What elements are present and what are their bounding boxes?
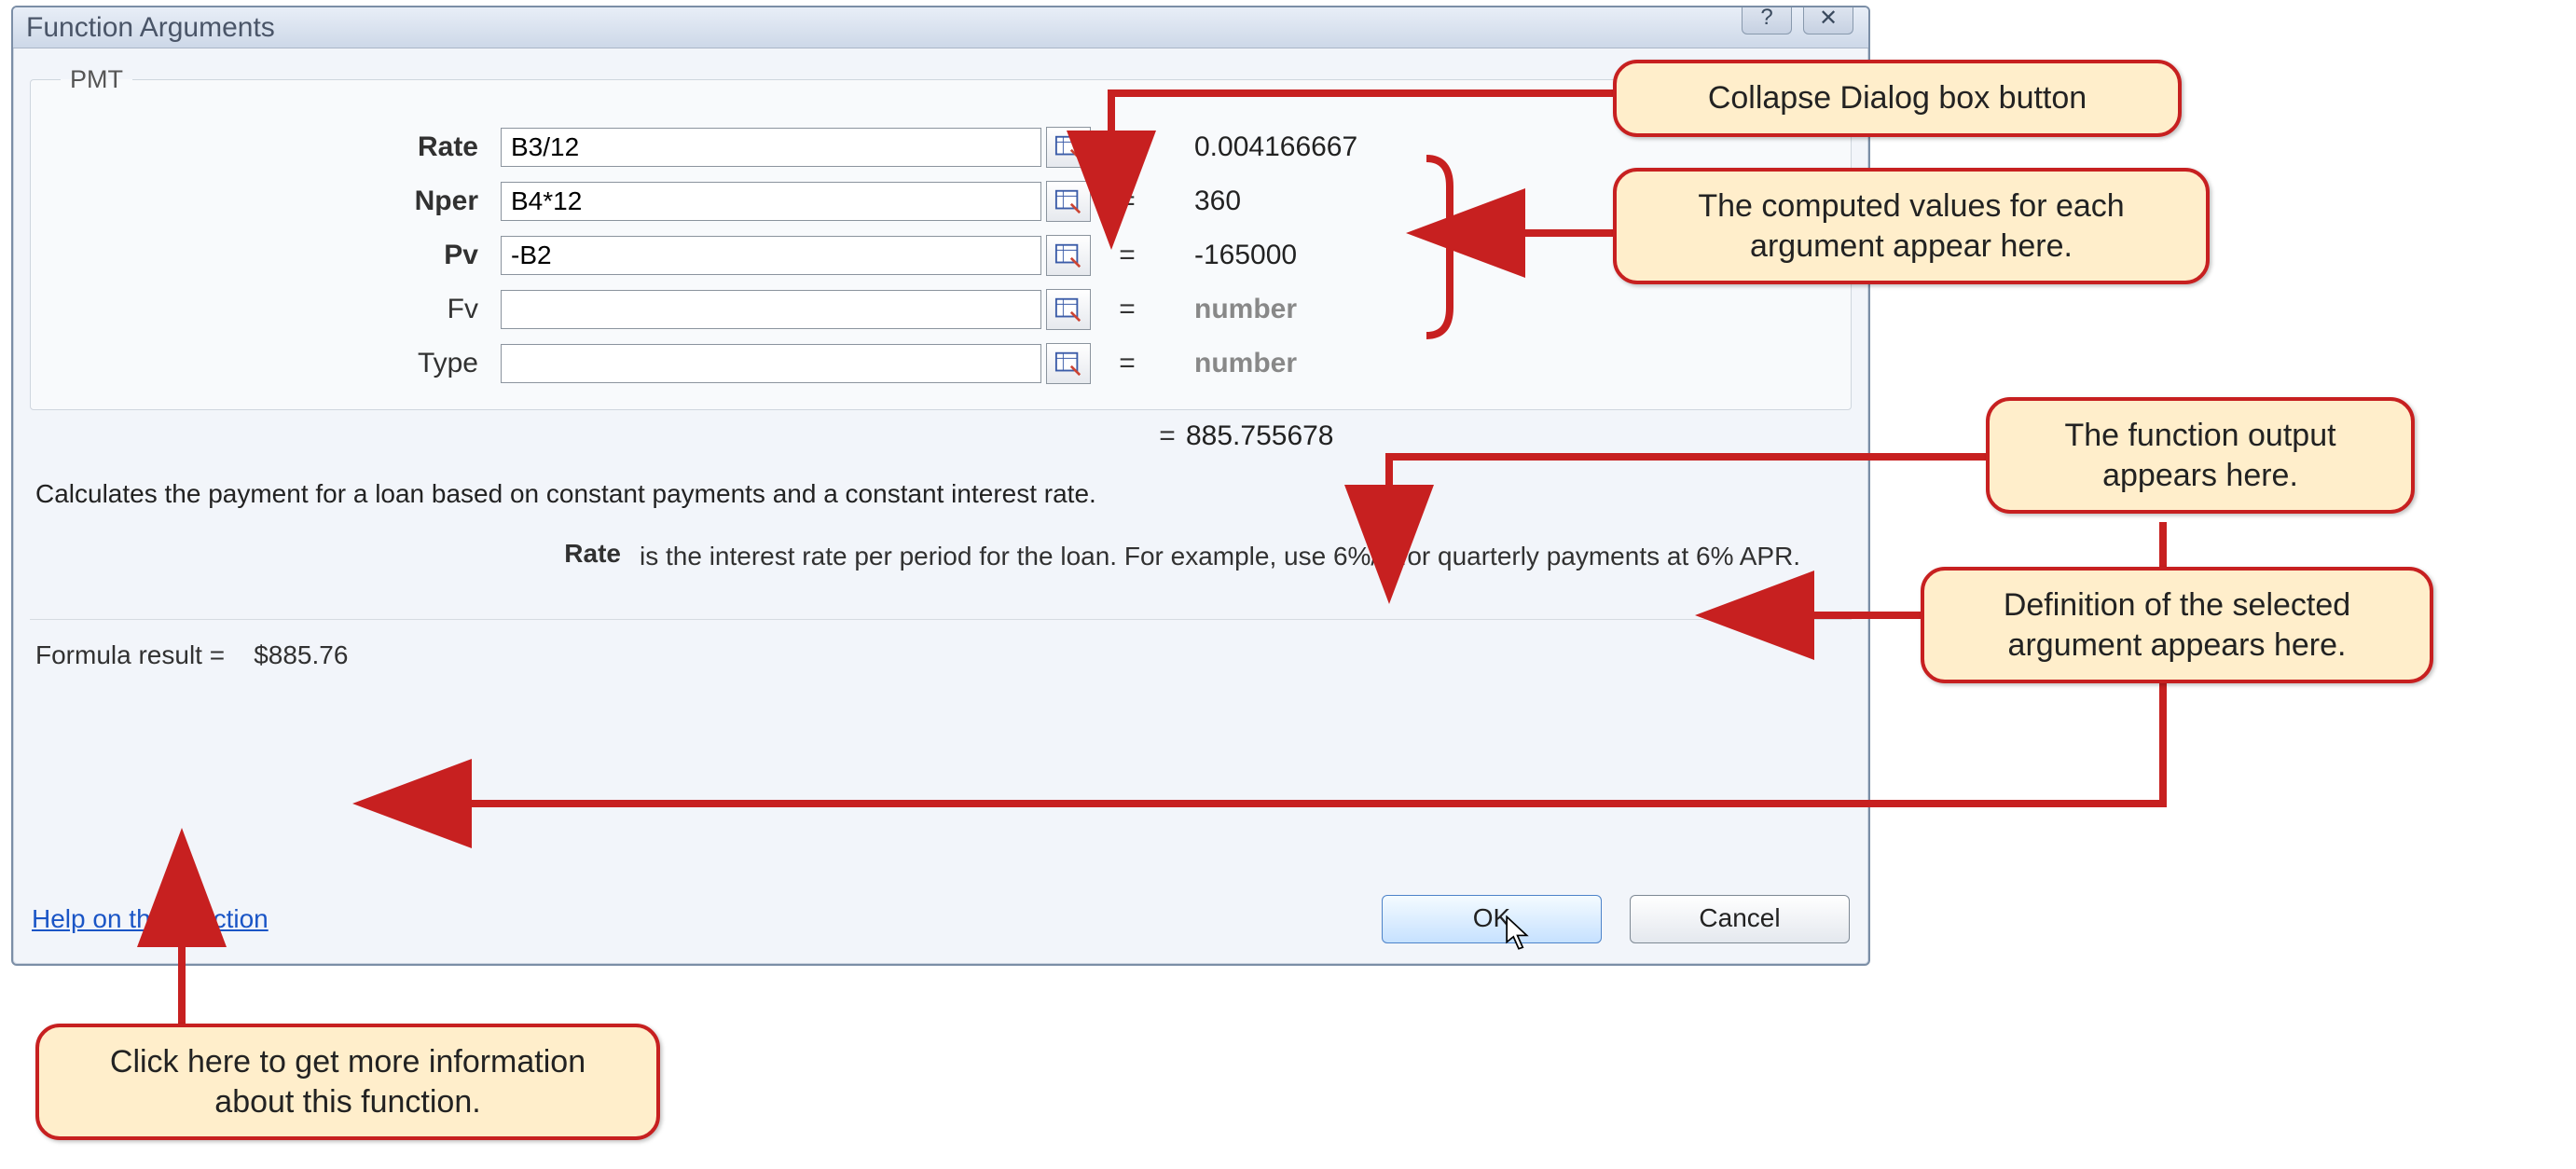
arg-input-pv[interactable] <box>501 236 1041 275</box>
collapse-dialog-button-type[interactable] <box>1046 343 1091 384</box>
arg-input-type[interactable] <box>501 344 1041 383</box>
arg-label-rate: Rate <box>57 131 495 163</box>
arg-def-text: is the interest rate per period for the … <box>640 539 1814 574</box>
callout-output: The function output appears here. <box>1986 397 2415 514</box>
equals-sign: = <box>1109 131 1146 163</box>
equals-sign: = <box>1109 294 1146 325</box>
close-window-button[interactable]: ✕ <box>1803 6 1853 34</box>
cancel-button[interactable]: Cancel <box>1630 895 1850 943</box>
question-icon: ? <box>1760 6 1772 31</box>
callout-computed: The computed values for each argument ap… <box>1613 168 2210 284</box>
spreadsheet-icon <box>1054 241 1082 269</box>
dialog-title: Function Arguments <box>26 12 275 44</box>
collapse-dialog-button-rate[interactable] <box>1046 127 1091 168</box>
callout-help: Click here to get more information about… <box>35 1024 660 1140</box>
equals-sign: = <box>1109 240 1146 271</box>
arg-label-fv: Fv <box>57 294 495 325</box>
arg-input-nper[interactable] <box>501 182 1041 221</box>
output-equals: = <box>1149 420 1186 452</box>
arg-input-rate[interactable] <box>501 128 1041 167</box>
cursor-icon <box>1505 915 1533 953</box>
spreadsheet-icon <box>1054 187 1082 215</box>
arg-input-fv[interactable] <box>501 290 1041 329</box>
titlebar[interactable]: Function Arguments ? ✕ <box>13 7 1868 48</box>
help-link[interactable]: Help on this function <box>32 904 269 934</box>
formula-result-value: $885.76 <box>254 640 348 669</box>
arg-label-nper: Nper <box>57 186 495 217</box>
equals-sign: = <box>1109 348 1146 379</box>
close-icon: ✕ <box>1819 6 1838 32</box>
arg-result-fv: number <box>1194 294 1825 325</box>
collapse-dialog-button-pv[interactable] <box>1046 235 1091 276</box>
arg-result-type: number <box>1194 348 1825 379</box>
ok-button[interactable]: OK <box>1382 895 1602 943</box>
callout-definition: Definition of the selected argument appe… <box>1921 567 2433 683</box>
output-value: 885.755678 <box>1186 420 1852 452</box>
arg-def-name: Rate <box>30 539 640 574</box>
spreadsheet-icon <box>1054 133 1082 161</box>
callout-collapse: Collapse Dialog box button <box>1613 60 2182 137</box>
pmt-group: PMT Rate = 0.004166667 Nper <box>30 65 1852 410</box>
arg-label-pv: Pv <box>57 240 495 271</box>
equals-sign: = <box>1109 186 1146 217</box>
arg-label-type: Type <box>57 348 495 379</box>
group-legend: PMT <box>61 65 132 94</box>
help-window-button[interactable]: ? <box>1742 6 1792 34</box>
collapse-dialog-button-nper[interactable] <box>1046 181 1091 222</box>
function-description: Calculates the payment for a loan based … <box>30 462 1852 509</box>
formula-result-label: Formula result = <box>35 640 225 669</box>
spreadsheet-icon <box>1054 350 1082 378</box>
collapse-dialog-button-fv[interactable] <box>1046 289 1091 330</box>
spreadsheet-icon <box>1054 296 1082 323</box>
function-arguments-dialog: Function Arguments ? ✕ PMT Rate <box>11 6 1870 966</box>
